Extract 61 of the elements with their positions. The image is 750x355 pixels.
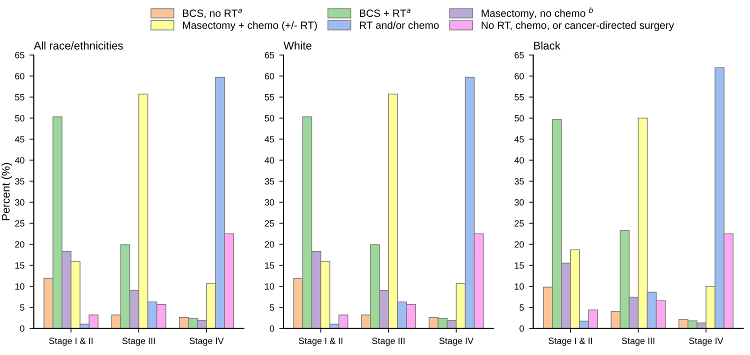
y-tick-label: 25 bbox=[15, 220, 24, 227]
y-tick-label: 35 bbox=[15, 178, 24, 185]
y-tick-label: 30 bbox=[15, 199, 24, 206]
y-tick-label: 25 bbox=[264, 220, 274, 227]
x-tick-label: Stage III bbox=[372, 338, 404, 346]
y-tick-label: 30 bbox=[264, 199, 274, 206]
y-axis-title: Percent (%) bbox=[2, 163, 12, 220]
x-tick-label: Stage I & II bbox=[49, 338, 93, 346]
y-tick-label: 0 bbox=[520, 325, 524, 332]
chart-title: Black bbox=[534, 41, 560, 50]
y-tick-label: 45 bbox=[14, 136, 24, 142]
y-tick-label: 60 bbox=[514, 73, 524, 80]
y-tick-label: 0 bbox=[270, 325, 274, 332]
legend-label: BCS, no RT$^{a}$ bbox=[183, 8, 242, 18]
y-tick-label: 5 bbox=[270, 304, 274, 311]
y-tick-label: 65 bbox=[15, 52, 24, 58]
y-tick-label: 55 bbox=[264, 94, 274, 100]
y-tick-label: 50 bbox=[15, 115, 24, 122]
y-tick-label: 5 bbox=[20, 304, 24, 311]
y-tick-label: 20 bbox=[514, 241, 524, 248]
chart-title: White bbox=[284, 41, 312, 50]
y-tick-label: 40 bbox=[14, 157, 24, 164]
x-tick-label: Stage I & II bbox=[298, 338, 342, 346]
y-tick-label: 40 bbox=[514, 157, 524, 164]
x-tick-label: Stage IV bbox=[190, 338, 224, 346]
x-tick-label: Stage I & II bbox=[548, 338, 592, 346]
legend-label: No RT, chemo, or cancer-directed surgery bbox=[482, 21, 674, 32]
y-tick-label: 40 bbox=[264, 157, 274, 164]
y-tick-label: 65 bbox=[514, 52, 524, 58]
y-tick-label: 20 bbox=[264, 241, 274, 248]
y-tick-label: 35 bbox=[514, 178, 524, 185]
legend-label: Masectomy + chemo (+/- RT) bbox=[183, 21, 317, 31]
y-tick-label: 55 bbox=[514, 94, 524, 100]
y-tick-label: 25 bbox=[514, 220, 524, 227]
y-tick-label: 0 bbox=[20, 325, 24, 332]
x-tick-label: Stage III bbox=[622, 338, 654, 346]
y-tick-label: 20 bbox=[15, 241, 24, 248]
y-tick-label: 15 bbox=[265, 262, 274, 269]
y-tick-label: 35 bbox=[264, 178, 274, 185]
x-tick-label: Stage IV bbox=[439, 338, 474, 346]
y-tick-label: 30 bbox=[514, 199, 524, 206]
x-tick-label: Stage IV bbox=[689, 338, 724, 346]
y-tick-label: 65 bbox=[264, 52, 274, 58]
y-tick-label: 60 bbox=[15, 73, 24, 80]
y-tick-label: 45 bbox=[264, 136, 274, 142]
legend-label: BCS + RT$^{a}$ bbox=[360, 8, 410, 17]
y-tick-label: 50 bbox=[514, 115, 524, 122]
y-tick-label: 60 bbox=[264, 73, 274, 80]
y-tick-label: 55 bbox=[15, 94, 24, 100]
y-tick-label: 50 bbox=[264, 115, 274, 122]
legend-label: Masectomy, no chemo $^{b}$ bbox=[482, 7, 593, 19]
y-tick-label: 45 bbox=[514, 136, 524, 142]
y-tick-label: 15 bbox=[514, 262, 524, 269]
y-tick-label: 15 bbox=[15, 262, 24, 269]
y-tick-label: 10 bbox=[514, 283, 524, 290]
legend-label: RT and/or chemo bbox=[360, 21, 439, 29]
y-tick-label: 5 bbox=[520, 304, 524, 311]
chart-title: All race/ethnicities bbox=[34, 41, 123, 50]
x-tick-label: Stage III bbox=[122, 338, 155, 346]
y-tick-label: 10 bbox=[15, 283, 24, 290]
y-tick-label: 10 bbox=[265, 283, 274, 290]
